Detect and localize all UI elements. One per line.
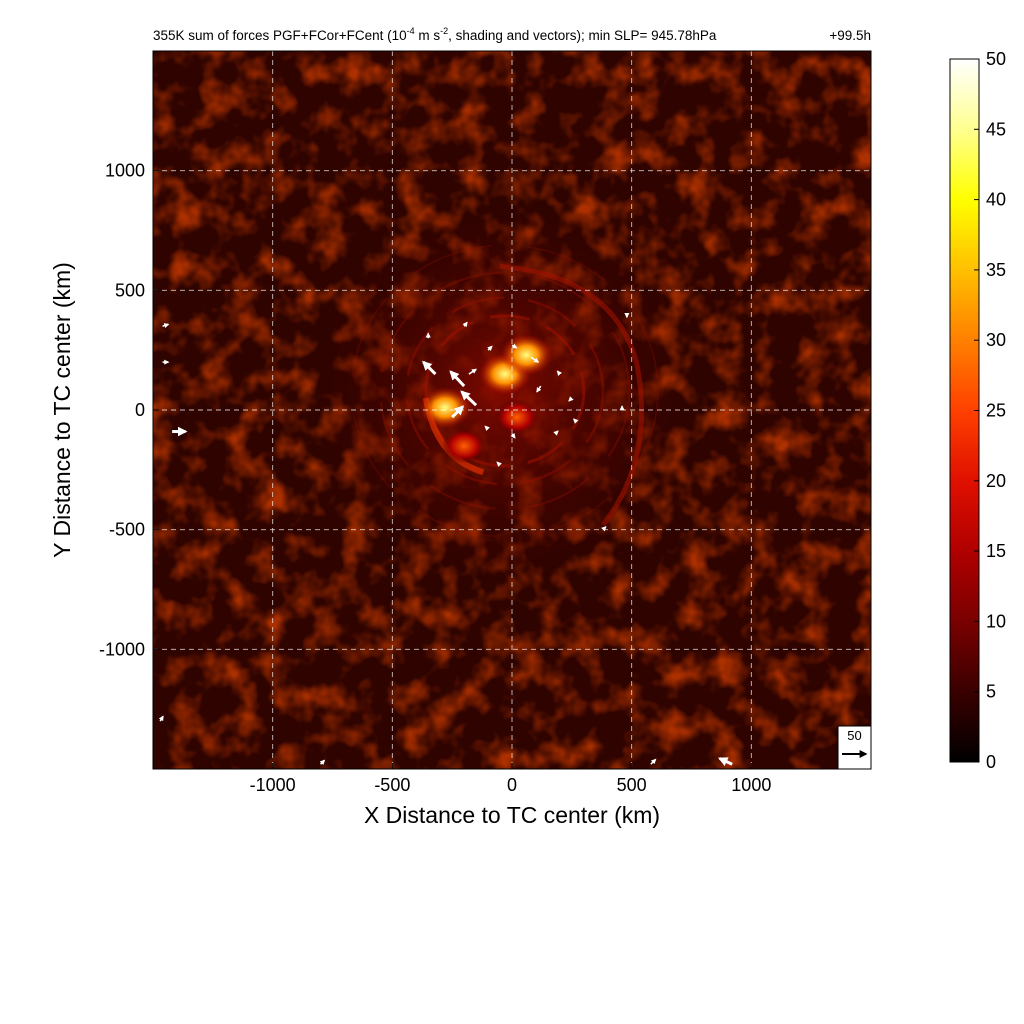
colorbar-tick-label: 0: [986, 752, 996, 772]
y-tick-label: -500: [109, 520, 145, 540]
time-label: +99.5h: [829, 28, 871, 43]
rainband-ring: [350, 244, 659, 538]
colorbar-tick-label: 5: [986, 682, 996, 702]
x-tick-label: 500: [617, 775, 647, 795]
rainband-ring: [424, 314, 586, 468]
force-vector: [162, 323, 170, 329]
colorbar-tick-label: 10: [986, 611, 1006, 631]
colorbar: 0 5 10 15 20 25 30 35 40 45 50: [949, 49, 1006, 772]
force-vector: [460, 390, 478, 407]
y-tick-label: 500: [115, 280, 145, 300]
colorbar-tick-label: 15: [986, 541, 1006, 561]
force-vector: [422, 360, 437, 376]
grid-lines: [153, 51, 871, 769]
reference-vector-box: [837, 725, 872, 770]
heat-max: [500, 334, 553, 376]
heat-max: [441, 428, 487, 464]
y-tick-label: -1000: [99, 639, 145, 659]
heat-max: [419, 386, 471, 429]
plot-area: [153, 51, 871, 769]
rainband-ring: [379, 271, 631, 511]
force-vectors: [158, 313, 733, 767]
y-tick-label: 0: [135, 400, 145, 420]
y-tick-label: 1000: [105, 161, 145, 181]
force-vector: [496, 461, 502, 467]
x-tick-label: -1000: [250, 775, 296, 795]
force-vector: [650, 758, 657, 765]
force-vector: [510, 432, 516, 439]
force-vector: [462, 321, 468, 328]
reference-vector: 50: [837, 725, 872, 770]
force-vector: [556, 370, 563, 377]
force-vector: [451, 405, 465, 419]
y-axis: -1000 -500 0 500 1000: [99, 161, 159, 659]
heatmap-field: [302, 190, 703, 591]
y-axis-label: Y Distance to TC center (km): [49, 262, 75, 558]
force-vector: [158, 715, 164, 722]
colorbar-tick-label: 25: [986, 401, 1006, 421]
colorbar-tick-label: 40: [986, 190, 1006, 210]
force-vector: [319, 759, 326, 766]
heat-max: [494, 399, 540, 436]
spiral-arm: [499, 263, 645, 527]
force-vector: [449, 370, 466, 388]
force-vector: [487, 345, 493, 352]
x-axis: -1000 -500 0 500 1000: [250, 763, 771, 795]
chart-title: 355K sum of forces PGF+FCor+FCent (10-4 …: [153, 26, 717, 43]
colorbar-tick-label: 20: [986, 471, 1006, 491]
force-vector: [601, 526, 607, 532]
colorbar-tick-label: 35: [986, 260, 1006, 280]
reference-vector-label: 50: [847, 728, 861, 743]
colorbar-tick-label: 50: [986, 49, 1006, 69]
x-tick-label: -500: [374, 775, 410, 795]
force-vector: [468, 368, 477, 375]
force-vector: [536, 385, 542, 393]
force-vector: [484, 425, 490, 431]
x-tick-label: 1000: [731, 775, 771, 795]
x-axis-label: X Distance to TC center (km): [364, 802, 660, 828]
force-vector: [568, 396, 574, 402]
x-tick-label: 0: [507, 775, 517, 795]
rainband-ring: [405, 296, 605, 486]
colorbar-tick-label: 30: [986, 330, 1006, 350]
colorbar-tick-label: 45: [986, 119, 1006, 139]
force-vector: [553, 430, 559, 436]
force-vector: [530, 356, 540, 363]
force-vector: [511, 343, 518, 349]
colorbar-ticks: 0 5 10 15 20 25 30 35 40 45 50: [974, 49, 1006, 772]
force-vector: [717, 757, 733, 767]
force-vector: [573, 418, 579, 424]
